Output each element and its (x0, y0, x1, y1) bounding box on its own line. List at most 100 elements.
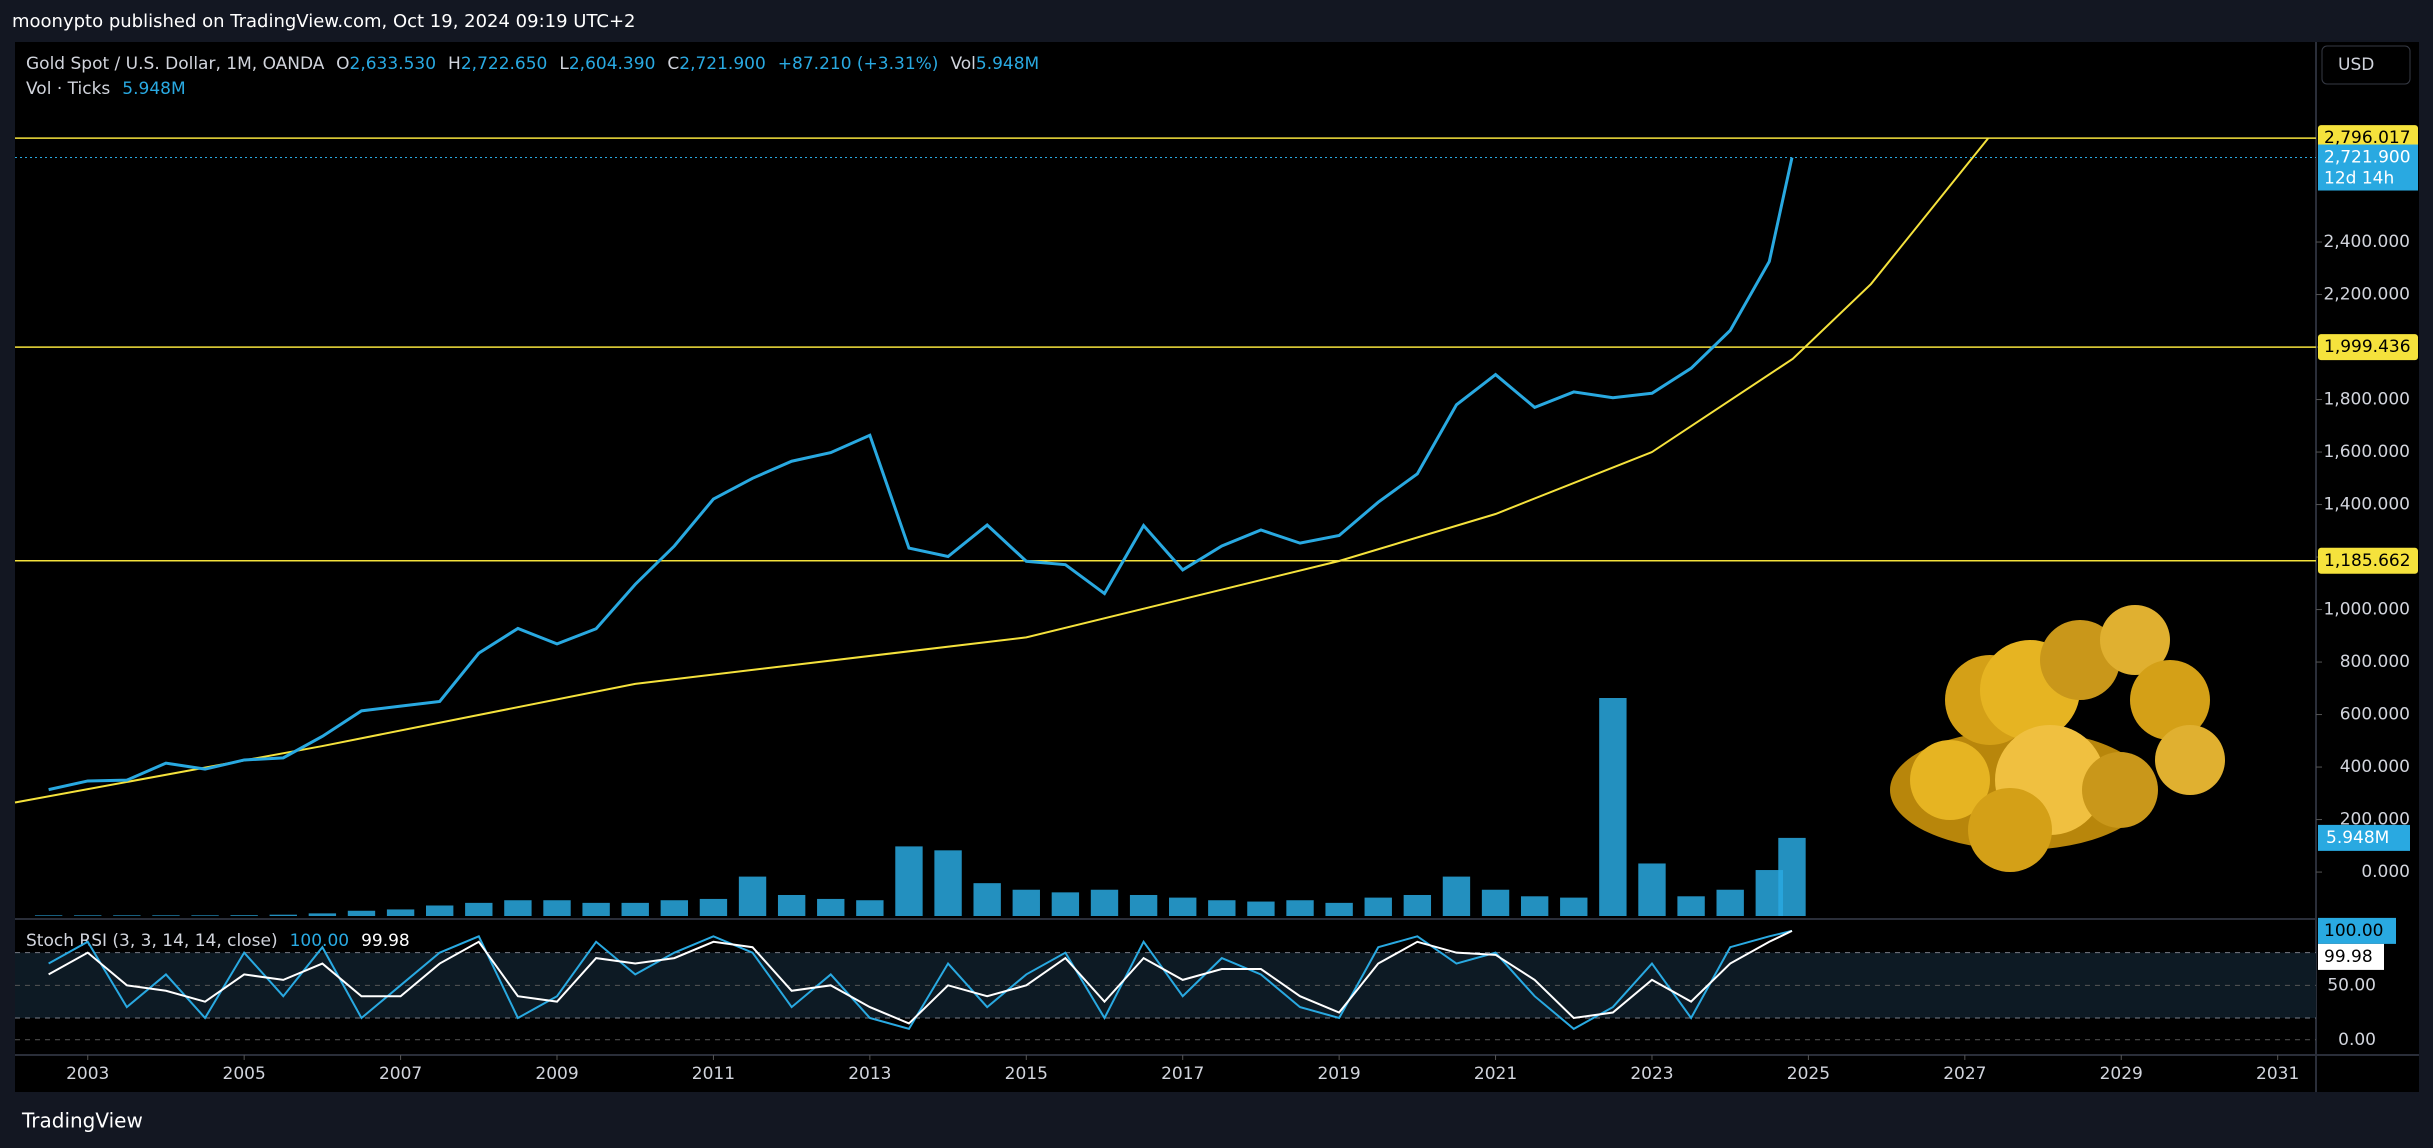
stoch-k-label: 100.00 (2324, 921, 2383, 941)
x-tick-label: 2025 (1787, 1064, 1830, 1084)
legend-item: 2,722.650 (461, 54, 548, 74)
curve (14, 137, 1990, 804)
footer-logo[interactable]: TradingView (21, 1109, 143, 1133)
legend-item: 2,604.390 (569, 54, 656, 74)
x-tick-label: 2003 (66, 1064, 109, 1084)
last-price-label: 2,721.900 (2324, 148, 2411, 168)
volume-bar (895, 846, 923, 916)
x-tick-label: 2017 (1161, 1064, 1204, 1084)
volume-bar (621, 902, 649, 916)
volume-bar (1208, 900, 1236, 916)
x-tick-label: 2005 (223, 1064, 266, 1084)
volume-bar (1599, 698, 1627, 916)
x-tick-label: 2023 (1630, 1064, 1673, 1084)
volume-bar (1247, 901, 1275, 916)
volume-bar (1364, 897, 1392, 916)
y-tick-label: 1,000.000 (2323, 600, 2410, 620)
y-tick-label: 0.000 (2361, 862, 2410, 882)
legend-item: 2,633.530 (350, 54, 437, 74)
volume-bar (1638, 863, 1666, 916)
volume-bar (1090, 889, 1119, 916)
stoch-d (48, 930, 1793, 1025)
level-label: 1,185.662 (2324, 551, 2411, 571)
volume-bar (426, 905, 454, 916)
last-price-box (2318, 144, 2418, 191)
volume-bar (1520, 896, 1549, 916)
stoch-tick-label: 0.00 (2338, 1030, 2376, 1050)
volume-bar (113, 915, 141, 916)
volume-bar (1325, 902, 1353, 916)
volume-bar (347, 910, 376, 916)
x-tick-label: 2031 (2256, 1064, 2299, 1084)
x-tick-label: 2013 (848, 1064, 891, 1084)
currency-button[interactable] (2321, 45, 2411, 85)
volume-last-label: 5.948M (2326, 828, 2389, 848)
volume-bar (1442, 876, 1471, 916)
countdown: 12d 14h (2324, 169, 2394, 189)
volume-bar (973, 883, 1001, 916)
x-tick-label: 2007 (379, 1064, 422, 1084)
header: moonypto published on TradingView.com, O… (12, 11, 636, 32)
volume-legend: Vol · Ticks 5.948M (26, 79, 186, 99)
stoch-k (48, 929, 1793, 1031)
y-tick-label: 200.000 (2340, 810, 2410, 830)
legend-item: 100.00 (290, 931, 349, 951)
chart-area (15, 42, 2419, 1092)
x-tick-label: 2019 (1317, 1064, 1360, 1084)
volume-bar (1129, 894, 1158, 916)
x-tick-label: 2011 (692, 1064, 735, 1084)
legend-item: 5.948M (976, 54, 1039, 74)
volume-bar (230, 915, 258, 916)
volume-bar (504, 900, 532, 916)
x-tick-label: 2015 (1005, 1064, 1048, 1084)
volume-bar (1677, 896, 1705, 916)
volume-bar (1051, 892, 1080, 916)
volume-bar (660, 900, 689, 916)
volume-bar (1716, 889, 1744, 916)
volume-bar (308, 913, 337, 916)
price-line (48, 157, 1794, 792)
volume-bar (817, 898, 845, 916)
legend-item: Vol (950, 54, 975, 74)
y-tick-label: 1,400.000 (2323, 495, 2410, 515)
volume-bar (738, 876, 767, 916)
volume-bar (465, 902, 493, 916)
volume-bar (34, 915, 63, 916)
stoch-k-box (2318, 917, 2396, 944)
stoch-d-box (2318, 943, 2384, 970)
volume-bar (1778, 837, 1806, 916)
volume-bar (1403, 894, 1432, 916)
level-label: 2,796.017 (2324, 128, 2411, 148)
volume-last-box (2318, 824, 2410, 851)
volume-bar (699, 898, 728, 916)
y-tick-label: 1,600.000 (2323, 442, 2410, 462)
y-tick-label: 2,200.000 (2323, 285, 2410, 305)
level-box (2318, 334, 2418, 361)
legend-item: 5.948M (122, 79, 185, 99)
volume-bar (582, 902, 610, 916)
y-tick-label: 1,800.000 (2323, 390, 2410, 410)
legend-item: Stoch RSI (3, 3, 14, 14, close) (26, 931, 278, 951)
currency-label[interactable]: USD (2338, 55, 2374, 75)
volume-bar (1481, 889, 1510, 916)
volume-bar (191, 915, 219, 916)
y-tick-label: 800.000 (2340, 652, 2410, 672)
level-box (2318, 547, 2418, 574)
volume-bar (543, 900, 571, 916)
volume-bar (777, 894, 806, 916)
stoch-d-label: 99.98 (2324, 947, 2373, 967)
y-tick-label: 400.000 (2340, 757, 2410, 777)
legend-item: 2,721.900 (679, 54, 766, 74)
x-tick-label: 2029 (2100, 1064, 2143, 1084)
legend-item: H (448, 54, 461, 74)
volume-bar (74, 915, 102, 916)
legend-item: Vol · Ticks (26, 79, 110, 99)
gold-coins (1890, 605, 2225, 872)
volume-bar (1012, 889, 1040, 916)
legend: Gold Spot / U.S. Dollar, 1M, OANDA O2,633… (26, 54, 1039, 74)
x-tick-label: 2009 (535, 1064, 578, 1084)
x-tick-label: 2027 (1943, 1064, 1986, 1084)
y-tick-label: 2,400.000 (2323, 232, 2410, 252)
volume-bar (856, 900, 884, 916)
